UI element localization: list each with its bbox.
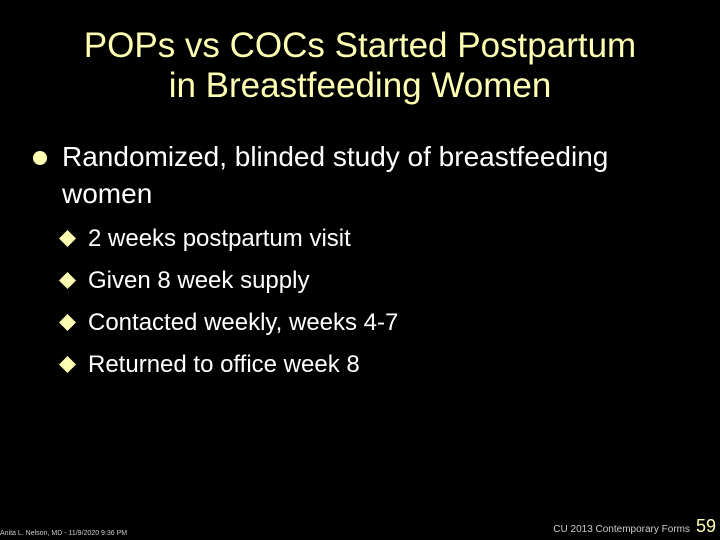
sub-bullet: Given 8 week supply: [88, 267, 310, 294]
bullet: Randomized, blinded study of breastfeedi…: [62, 141, 609, 209]
sub-bullet-icon: [59, 314, 76, 331]
sub-bullet: Contacted weekly, weeks 4-7: [88, 309, 399, 336]
bullet-icon: [33, 151, 47, 165]
footer-left: Anita L. Nelson, MD - 11/9/2020 9:36 PM: [0, 530, 128, 537]
title: in Breastfeeding Women: [168, 66, 552, 105]
sub-bullet-icon: [59, 356, 76, 373]
page-number: 59: [695, 516, 716, 536]
sub-bullet: Returned to office week 8: [88, 351, 360, 378]
title: POPs vs COCs Started Postpartum: [83, 26, 637, 65]
sub-bullet-icon: [59, 230, 76, 247]
sub-bullet-icon: [59, 272, 76, 289]
sub-bullet: 2 weeks postpartum visit: [88, 225, 351, 252]
footer-right: CU 2013 Contemporary Forms: [553, 524, 690, 535]
